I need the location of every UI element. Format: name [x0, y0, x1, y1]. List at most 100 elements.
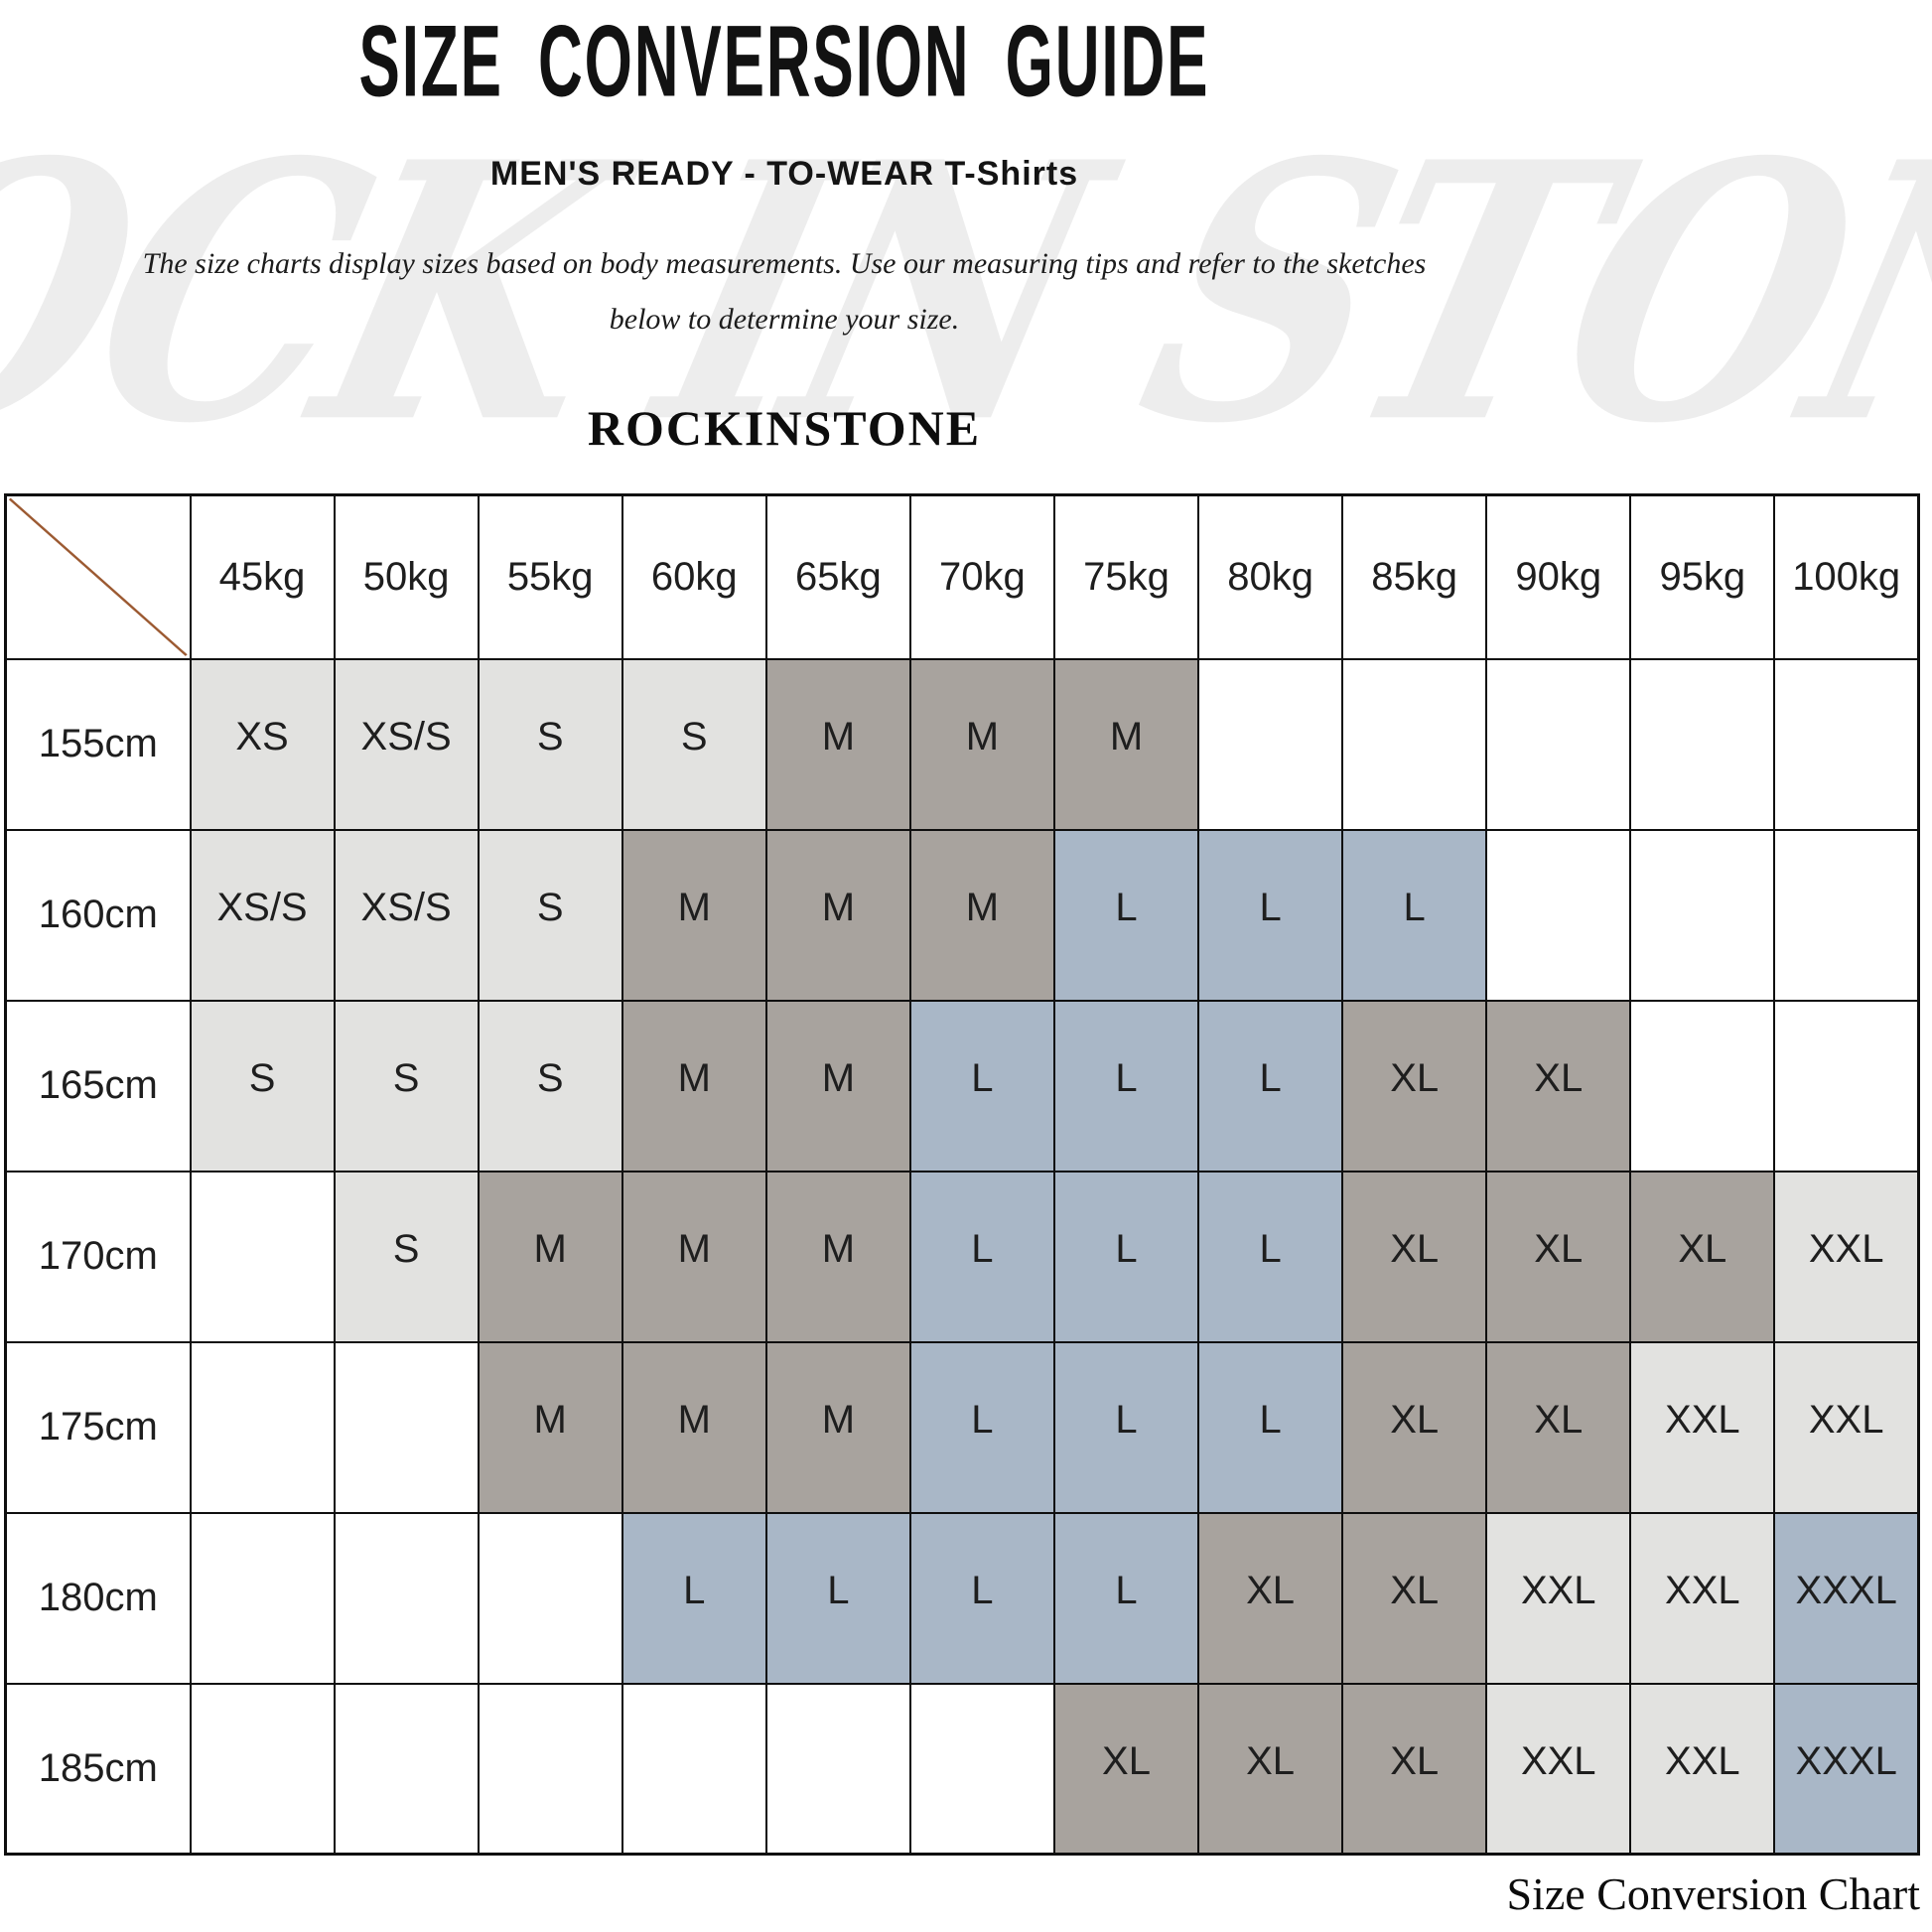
size-cell-175cm-90kg: XL	[1485, 1340, 1632, 1514]
column-header-70kg: 70kg	[908, 493, 1055, 660]
table-row-160cm: 160cm XS/S XS/S S M M M L L L	[4, 828, 1920, 1002]
size-cell-180cm-65kg: L	[764, 1511, 911, 1685]
size-cell-185cm-100kg: XXXL	[1773, 1682, 1920, 1856]
column-header-90kg: 90kg	[1485, 493, 1632, 660]
empty-cell	[1197, 657, 1344, 831]
brand-name: ROCKINSTONE	[587, 400, 982, 456]
column-header-60kg: 60kg	[621, 493, 767, 660]
empty-cell	[477, 1682, 623, 1856]
row-header-165cm: 165cm	[4, 999, 192, 1173]
table-row-180cm: 180cm L L L L XL XL XXL XXL XXXL	[4, 1511, 1920, 1685]
column-header-65kg: 65kg	[764, 493, 911, 660]
column-header-50kg: 50kg	[333, 493, 480, 660]
size-cell-185cm-80kg: XL	[1197, 1682, 1344, 1856]
column-header-80kg: 80kg	[1197, 493, 1344, 660]
column-header-95kg: 95kg	[1629, 493, 1776, 660]
size-cell-160cm-65kg: M	[764, 828, 911, 1002]
size-cell-155cm-60kg: S	[621, 657, 767, 831]
weight-header-row: 45kg 50kg 55kg 60kg 65kg 70kg 75kg 80kg 85kg 90kg…	[4, 493, 1920, 660]
size-cell-170cm-90kg: XL	[1485, 1170, 1632, 1343]
size-conversion-table: 45kg 50kg 55kg 60kg 65kg 70kg 75kg 80kg 85kg 90kg…	[4, 493, 1920, 1856]
empty-cell	[621, 1682, 767, 1856]
size-cell-170cm-50kg: S	[333, 1170, 480, 1343]
column-header-75kg: 75kg	[1052, 493, 1200, 660]
size-cell-165cm-85kg: XL	[1341, 999, 1488, 1173]
empty-cell	[1773, 999, 1920, 1173]
page-title-text: SIZE CONVERSION GUIDE	[358, 4, 1210, 119]
row-header-170cm: 170cm	[4, 1170, 192, 1343]
description-line-1: The size charts display sizes based on b…	[142, 247, 1427, 280]
size-cell-165cm-70kg: L	[908, 999, 1055, 1173]
empty-cell	[189, 1340, 336, 1514]
description-line-2: below to determine your size.	[609, 303, 960, 336]
size-cell-165cm-80kg: L	[1197, 999, 1344, 1173]
size-cell-175cm-75kg: L	[1052, 1340, 1200, 1514]
row-header-185cm: 185cm	[4, 1682, 192, 1856]
table-row-175cm: 175cm M M M L L L XL XL XXL XXL	[4, 1340, 1920, 1514]
size-cell-165cm-45kg: S	[189, 999, 336, 1173]
description: The size charts display sizes based on b…	[0, 236, 1569, 347]
empty-cell	[1773, 657, 1920, 831]
size-cell-165cm-65kg: M	[764, 999, 911, 1173]
empty-cell	[189, 1511, 336, 1685]
size-cell-180cm-75kg: L	[1052, 1511, 1200, 1685]
table-row-170cm: 170cm S M M M L L L XL XL XL XXL	[4, 1170, 1920, 1343]
size-cell-170cm-100kg: XXL	[1773, 1170, 1920, 1343]
size-cell-165cm-50kg: S	[333, 999, 480, 1173]
size-cell-175cm-70kg: L	[908, 1340, 1055, 1514]
subtitle-category: MEN'S READY - TO-WEAR	[489, 155, 935, 193]
size-cell-170cm-80kg: L	[1197, 1170, 1344, 1343]
empty-cell	[477, 1511, 623, 1685]
empty-cell	[908, 1682, 1055, 1856]
size-cell-180cm-85kg: XL	[1341, 1511, 1488, 1685]
empty-cell	[1629, 657, 1776, 831]
size-cell-160cm-75kg: L	[1052, 828, 1200, 1002]
empty-cell	[189, 1170, 336, 1343]
size-cell-170cm-60kg: M	[621, 1170, 767, 1343]
size-cell-160cm-55kg: S	[477, 828, 623, 1002]
empty-cell	[1773, 828, 1920, 1002]
row-header-175cm: 175cm	[4, 1340, 192, 1514]
size-cell-170cm-70kg: L	[908, 1170, 1055, 1343]
size-cell-165cm-75kg: L	[1052, 999, 1200, 1173]
diagonal-line-icon	[8, 497, 188, 656]
size-cell-175cm-95kg: XXL	[1629, 1340, 1776, 1514]
row-header-180cm: 180cm	[4, 1511, 192, 1685]
size-cell-170cm-85kg: XL	[1341, 1170, 1488, 1343]
size-cell-165cm-90kg: XL	[1485, 999, 1632, 1173]
table-row-185cm: 185cm XL XL XL XXL XXL XXXL	[4, 1682, 1920, 1856]
size-cell-175cm-55kg: M	[477, 1340, 623, 1514]
size-cell-180cm-70kg: L	[908, 1511, 1055, 1685]
empty-cell	[1629, 999, 1776, 1173]
header-block: SIZE CONVERSION GUIDE MEN'S READY - TO-W…	[0, 0, 1569, 496]
size-cell-185cm-90kg: XXL	[1485, 1682, 1632, 1856]
subtitle-product: T-Shirts	[944, 155, 1079, 193]
size-cell-155cm-65kg: M	[764, 657, 911, 831]
size-cell-170cm-75kg: L	[1052, 1170, 1200, 1343]
column-header-100kg: 100kg	[1773, 493, 1920, 660]
size-cell-180cm-95kg: XXL	[1629, 1511, 1776, 1685]
empty-cell	[333, 1340, 480, 1514]
size-cell-170cm-65kg: M	[764, 1170, 911, 1343]
size-cell-170cm-95kg: XL	[1629, 1170, 1776, 1343]
size-cell-155cm-45kg: XS	[189, 657, 336, 831]
size-cell-175cm-85kg: XL	[1341, 1340, 1488, 1514]
empty-cell	[1341, 657, 1488, 831]
footer-caption: Size Conversion Chart	[1506, 1868, 1921, 1919]
size-cell-160cm-50kg: XS/S	[333, 828, 480, 1002]
empty-cell	[1485, 657, 1632, 831]
size-cell-160cm-60kg: M	[621, 828, 767, 1002]
empty-cell	[333, 1682, 480, 1856]
table-row-155cm: 155cm XS XS/S S S M M M	[4, 657, 1920, 831]
empty-cell	[1629, 828, 1776, 1002]
size-cell-155cm-50kg: XS/S	[333, 657, 480, 831]
page-title: SIZE CONVERSION GUIDE	[0, 4, 1569, 119]
size-cell-155cm-55kg: S	[477, 657, 623, 831]
empty-cell	[764, 1682, 911, 1856]
size-cell-165cm-55kg: S	[477, 999, 623, 1173]
size-cell-175cm-100kg: XXL	[1773, 1340, 1920, 1514]
size-cell-155cm-75kg: M	[1052, 657, 1200, 831]
size-cell-160cm-80kg: L	[1197, 828, 1344, 1002]
size-cell-175cm-65kg: M	[764, 1340, 911, 1514]
